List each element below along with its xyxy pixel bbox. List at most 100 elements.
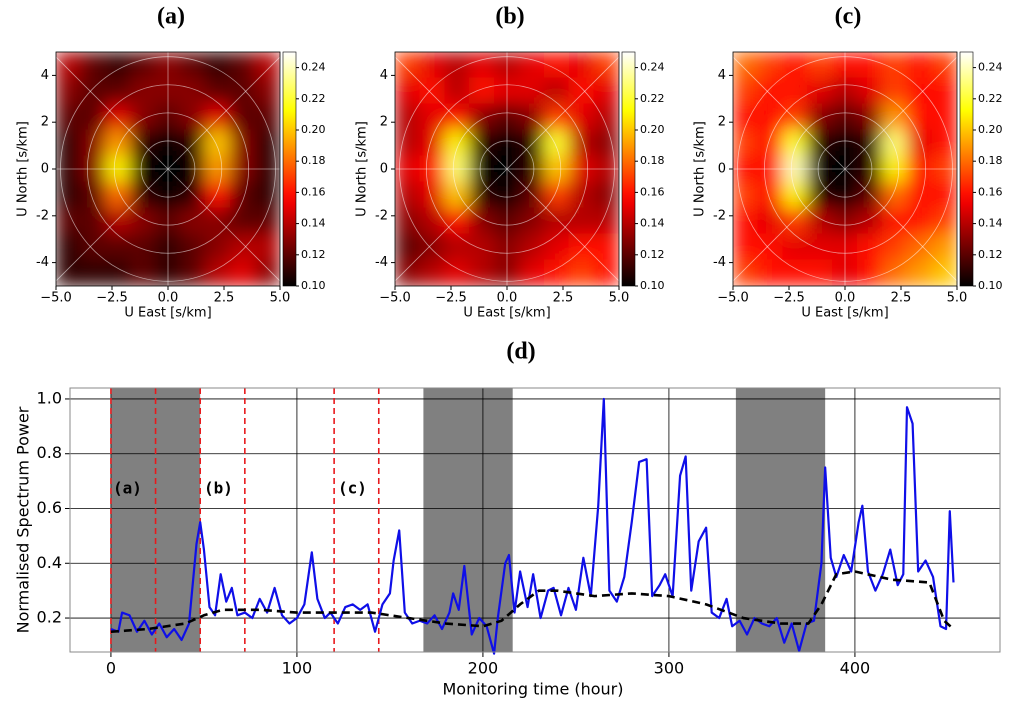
heat-cell — [130, 259, 157, 286]
heat-cell — [469, 103, 496, 131]
x-tick-label: 5.0 — [609, 291, 630, 306]
heat-cell — [469, 207, 496, 235]
heat-cell — [856, 52, 883, 79]
heat-cell — [130, 233, 157, 261]
heat-cell — [733, 233, 759, 261]
heat-cell — [130, 77, 157, 105]
heat-cell — [254, 77, 280, 105]
heat-cell — [568, 207, 595, 235]
colorbar-tick-label: 0.24 — [978, 61, 1003, 74]
x-tick-label: 2.5 — [891, 291, 912, 306]
y-tick-label: -4 — [713, 255, 726, 270]
trend-line — [110, 570, 955, 634]
polar-spoke — [56, 56, 169, 170]
heatmap — [733, 52, 957, 286]
heat-cell — [931, 52, 957, 79]
heat-cell — [568, 52, 595, 79]
heat-cell — [395, 259, 421, 286]
x-tick-label: −2.5 — [773, 291, 805, 306]
heat-cell — [179, 129, 206, 157]
heat-cell — [444, 129, 471, 157]
heat-cell — [179, 259, 206, 286]
heat-cell — [179, 52, 206, 79]
y-tick-label: -2 — [36, 208, 49, 223]
heat-cell — [419, 129, 446, 157]
heat-cell — [568, 233, 595, 261]
heat-cell — [469, 129, 496, 157]
y-tick-label: 4 — [41, 68, 49, 83]
heat-cell — [254, 129, 280, 157]
colorbar-tick-label: 0.12 — [301, 248, 326, 261]
heat-cell — [179, 77, 206, 105]
heat-cell — [782, 77, 809, 105]
panel-title: (a) — [157, 4, 185, 30]
x-tick-label: −2.5 — [96, 291, 128, 306]
heat-cell — [80, 233, 107, 261]
heat-cell — [419, 52, 446, 79]
heat-cell — [782, 103, 809, 131]
heat-cell — [543, 103, 570, 131]
polar-spoke — [56, 168, 169, 282]
x-tick-label: 5.0 — [270, 291, 291, 306]
heat-cell — [757, 259, 784, 286]
heat-cell — [444, 207, 471, 235]
y-tick-label: 0 — [380, 162, 388, 177]
heat-cell — [229, 259, 256, 286]
heat-cell — [204, 77, 231, 105]
colorbar-tick-label: 0.16 — [301, 185, 326, 198]
colorbar-tick-label: 0.20 — [301, 123, 326, 136]
heat-cell — [881, 129, 908, 157]
heatmap-cells — [395, 52, 619, 286]
heat-cell — [856, 181, 883, 209]
heat-cell — [56, 52, 82, 79]
colorbar-tick-label: 0.18 — [640, 154, 665, 167]
colorbar-tick-label: 0.12 — [978, 248, 1003, 261]
heat-cell — [80, 77, 107, 105]
heat-cell — [80, 181, 107, 209]
heatmap — [56, 52, 280, 286]
heat-cell — [807, 52, 834, 79]
panel-title: (c) — [835, 4, 862, 30]
heat-cell — [130, 52, 157, 79]
colorbar-tick-label: 0.16 — [978, 185, 1003, 198]
heat-cell — [419, 77, 446, 105]
heat-cell — [444, 103, 471, 131]
polar-spoke — [167, 168, 280, 282]
heat-cell — [204, 233, 231, 261]
heat-cell — [80, 103, 107, 131]
panel-title: (b) — [495, 4, 524, 30]
polar-spoke — [395, 168, 508, 282]
heat-cell — [757, 233, 784, 261]
heat-cell — [229, 233, 256, 261]
heat-cell — [395, 52, 421, 79]
y-tick-label: 2 — [41, 115, 49, 130]
heat-cell — [733, 181, 759, 209]
heat-cell — [906, 207, 933, 235]
y-tick-label: -4 — [36, 255, 49, 270]
y-tick-label: 0.8 — [37, 443, 62, 462]
heat-cell — [229, 103, 256, 131]
heat-cell — [204, 207, 231, 235]
polar-spoke — [733, 56, 846, 170]
heat-cell — [419, 181, 446, 209]
heat-cell — [543, 129, 570, 157]
x-tick-label: −5.0 — [379, 291, 411, 306]
heat-cell — [518, 103, 545, 131]
heat-cell — [130, 129, 157, 157]
y-tick-label: 0.2 — [37, 608, 62, 627]
heat-cell — [254, 52, 280, 79]
axes-frame — [69, 387, 1001, 653]
heat-cell — [518, 259, 545, 286]
y-tick-label: 0.6 — [37, 498, 62, 517]
x-tick-label: −5.0 — [717, 291, 749, 306]
colorbar-tick-label: 0.20 — [978, 123, 1003, 136]
y-tick-label: -2 — [713, 208, 726, 223]
x-tick-label: 100 — [282, 659, 313, 678]
y-tick-label: 4 — [380, 68, 388, 83]
x-tick-label: 2.5 — [214, 291, 235, 306]
heat-cell — [906, 103, 933, 131]
data-line — [110, 397, 955, 655]
heat-cell — [568, 77, 595, 105]
heat-cell — [931, 77, 957, 105]
